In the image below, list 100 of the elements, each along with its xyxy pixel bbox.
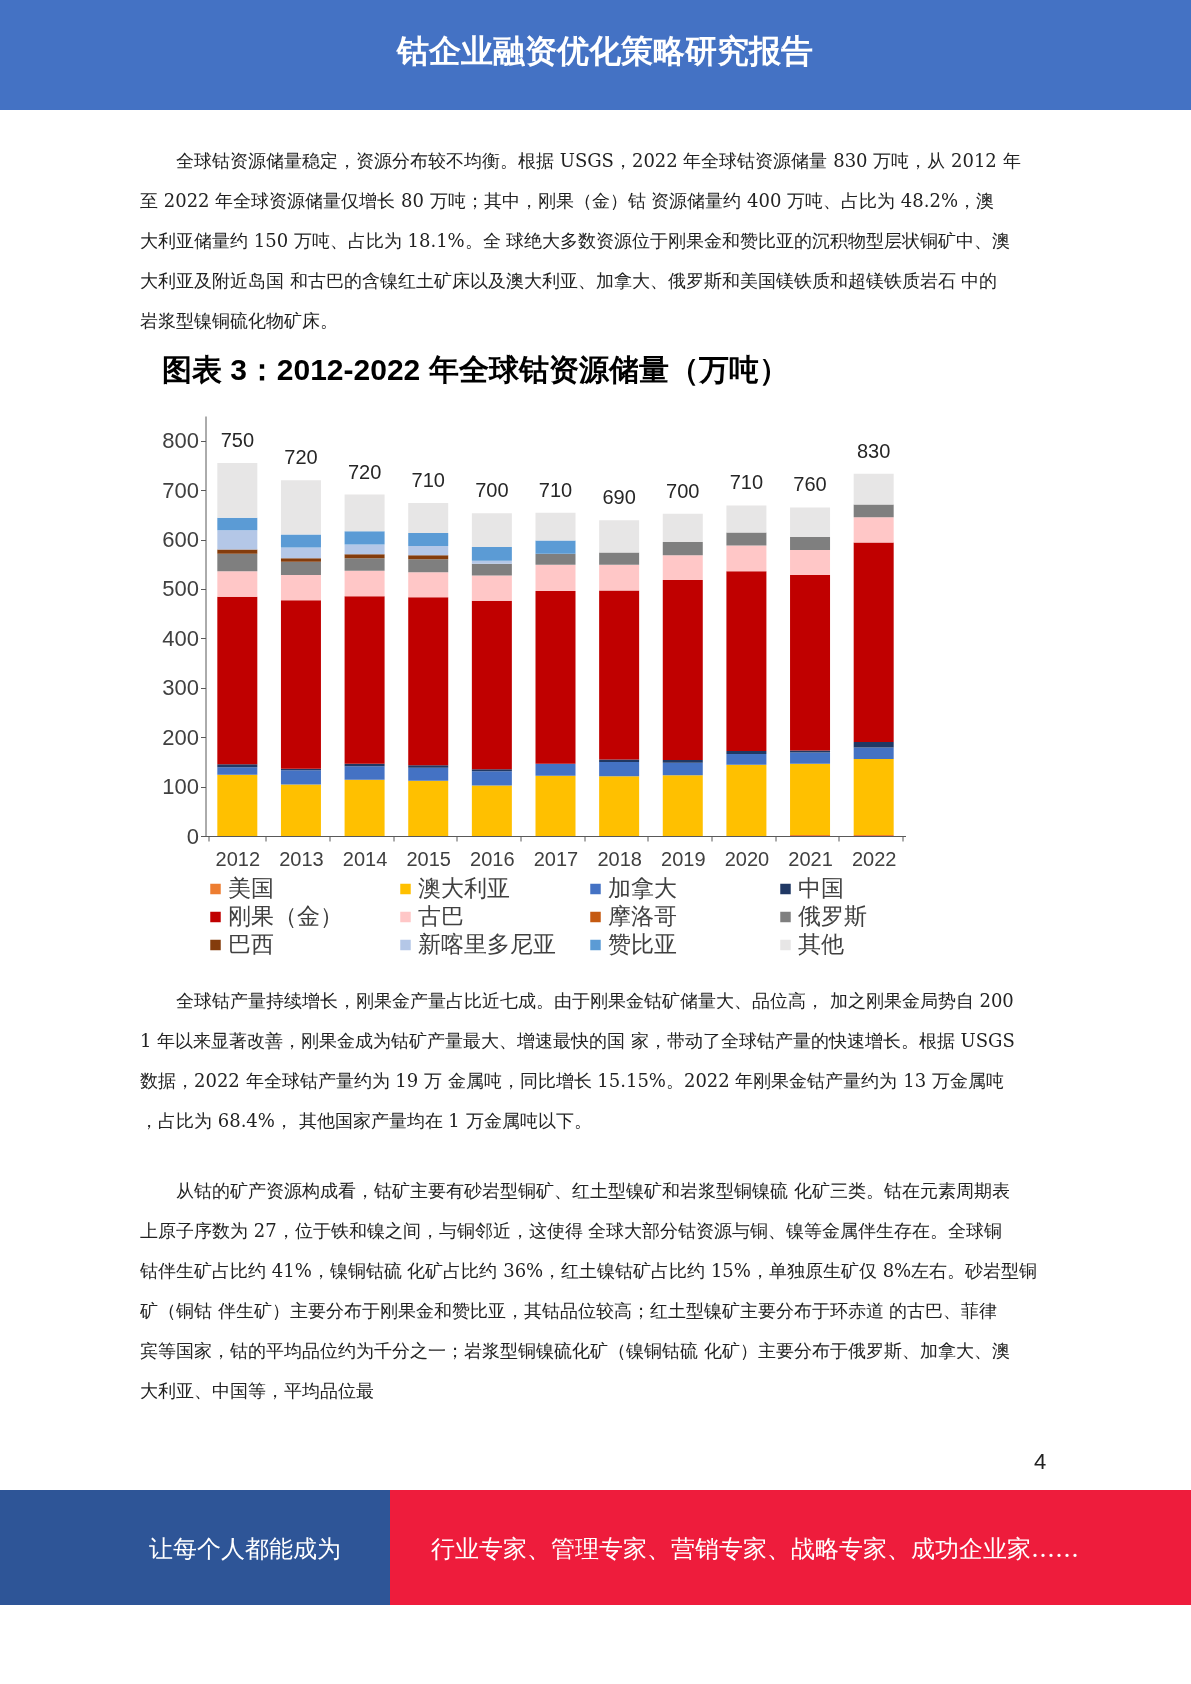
bar xyxy=(217,549,258,554)
annotation: 700 xyxy=(666,479,700,502)
bar xyxy=(535,553,576,565)
bar xyxy=(535,564,576,591)
bar xyxy=(280,770,321,785)
bar xyxy=(217,530,258,550)
bar xyxy=(535,540,576,554)
annotation: 760 xyxy=(793,473,827,496)
annotation: 750 xyxy=(220,428,255,451)
bar xyxy=(471,546,512,561)
bar xyxy=(790,507,831,538)
bar xyxy=(662,513,703,542)
legend-label: 澳大利亚 xyxy=(417,875,510,901)
bar xyxy=(790,763,831,836)
annotation: 690 xyxy=(602,486,636,509)
bar xyxy=(344,570,385,597)
text: 全球钴产量持续增长，刚果金产量占比近七成。由于刚果金钴矿储量大、品位高， 加之刚果金局势自 2001 年以来显著改善，刚果金成为钴矿产量最大、增速最快的国 家，带动了全球钴产量的快速增长。根据 USGS 数据，2022 年全球钴产量约为 19 万 金属吨，同比增长 15.15%。2022 年刚果金钴产量约为 13 万金属吨，占比为 68.4%， 其他国家产量均在 1 万金属吨以下。 xyxy=(140,990,1015,1131)
y-tick-label: 500 xyxy=(162,576,199,602)
x-tick-label: 2022 xyxy=(851,847,897,870)
bar xyxy=(280,600,321,769)
bar xyxy=(408,780,449,836)
legend-label: 巴西 xyxy=(227,931,274,957)
bar xyxy=(280,575,321,601)
annotation: 830 xyxy=(856,439,891,462)
bar xyxy=(471,575,512,601)
bar xyxy=(280,784,321,836)
bar xyxy=(662,759,703,763)
bar xyxy=(599,590,640,760)
x-tick-label: 2020 xyxy=(724,847,770,870)
y-tick-label: 400 xyxy=(162,625,199,651)
bar xyxy=(726,545,767,572)
bar xyxy=(726,753,767,765)
x-tick-label: 2012 xyxy=(215,847,261,870)
bar xyxy=(344,779,385,836)
bar xyxy=(599,552,640,565)
x-tick-label: 2016 xyxy=(470,847,515,870)
bar xyxy=(853,473,894,505)
bar xyxy=(408,767,449,781)
text: 行业专家、管理专家、营销专家、战略专家、成功企业家…… xyxy=(431,1535,1079,1563)
bar xyxy=(280,480,321,535)
bar xyxy=(471,560,512,564)
bar xyxy=(344,596,385,764)
bar xyxy=(217,553,258,572)
bar xyxy=(217,774,258,836)
bar xyxy=(344,558,385,571)
annotation: 700 xyxy=(475,479,509,502)
bar xyxy=(471,600,512,770)
bar xyxy=(217,571,258,597)
bar xyxy=(535,775,576,836)
annotation: 710 xyxy=(729,471,764,494)
x-tick-label: 2021 xyxy=(788,847,833,870)
bar xyxy=(853,758,894,836)
bar xyxy=(726,532,767,546)
bar xyxy=(853,517,894,543)
bar xyxy=(599,520,640,553)
bar xyxy=(662,580,703,760)
bar xyxy=(217,517,258,531)
text: 从钴的矿产资源构成看，钴矿主要有砂岩型铜矿、红土型镍矿和岩浆型铜镍硫 化矿三类。钴在元素周期表上原子序数为 27，位于铁和镍之间，与铜邻近，这使得 全球大部分钴资源与铜、镍等金属伴生存在。全球铜钴伴生矿占比约 41%，镍铜钴硫 化矿占比约 36%，红土镍钴矿占比约 15%，单独原生矿仅 8%左右。砂岩型铜矿（铜钴 伴生矿）主要分布于刚果金和赞比亚，其钴品位较高；红土型镍矿主要分布于环赤道 的古巴、菲律宾等国家，钴的平均品位约为千分之一；岩浆型铜镍硫化矿（镍铜钴硫 化矿）主要分布于俄罗斯、加拿大、澳大利亚、中国等，平均品位最 xyxy=(139,1180,1038,1401)
bar xyxy=(471,513,512,547)
legend-label: 古巴 xyxy=(417,903,464,929)
bar xyxy=(535,590,576,764)
legend-label: 刚果（金） xyxy=(227,903,343,929)
text: 4 xyxy=(1033,1449,1047,1474)
x-tick-label: 2015 xyxy=(406,847,451,870)
bar xyxy=(344,544,385,555)
bar xyxy=(408,572,449,598)
bar xyxy=(599,776,640,836)
bar xyxy=(280,561,321,576)
bar xyxy=(662,775,703,836)
bar xyxy=(344,554,385,559)
y-tick-label: 300 xyxy=(162,675,199,701)
text: 钴企业融资优化策略研究报告 xyxy=(395,33,813,69)
bar xyxy=(599,564,640,591)
bar xyxy=(344,766,385,780)
bar xyxy=(217,596,258,765)
bar xyxy=(217,462,258,518)
bar xyxy=(408,545,449,556)
bar xyxy=(344,494,385,532)
bar xyxy=(217,767,258,775)
legend-label: 其他 xyxy=(797,931,844,957)
text: 让每个人都能成为 xyxy=(149,1535,341,1563)
bar xyxy=(790,575,831,751)
x-tick-label: 2014 xyxy=(342,847,388,870)
x-tick-label: 2018 xyxy=(597,847,642,870)
bar xyxy=(790,549,831,576)
legend-label: 美国 xyxy=(227,875,274,901)
annotation: 720 xyxy=(347,460,382,483)
bar xyxy=(408,765,449,768)
bar xyxy=(726,764,767,836)
bar xyxy=(408,555,449,560)
bar xyxy=(599,759,640,762)
y-tick-label: 700 xyxy=(162,477,199,503)
bar xyxy=(471,563,512,576)
bar xyxy=(344,531,385,545)
bar xyxy=(726,571,767,752)
bar xyxy=(790,752,831,764)
bar xyxy=(662,762,703,776)
y-tick-label: 100 xyxy=(162,774,199,800)
x-tick-label: 2017 xyxy=(533,847,579,870)
bar xyxy=(790,537,831,550)
